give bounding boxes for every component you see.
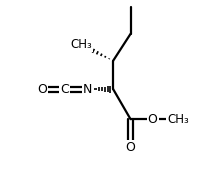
- Text: CH₃: CH₃: [167, 113, 189, 126]
- Text: O: O: [126, 141, 136, 154]
- Text: N: N: [83, 83, 93, 96]
- Text: O: O: [148, 113, 158, 126]
- Text: O: O: [37, 83, 47, 96]
- Text: CH₃: CH₃: [71, 38, 92, 51]
- Text: C: C: [60, 83, 69, 96]
